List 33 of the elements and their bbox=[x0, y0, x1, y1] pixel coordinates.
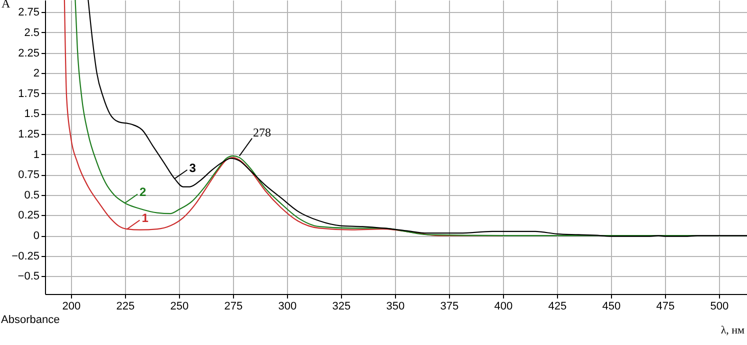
y-tick-label: 1 bbox=[33, 148, 40, 161]
y-tick-label: 1.25 bbox=[18, 128, 40, 141]
x-tick-label: 325 bbox=[332, 300, 351, 312]
legend-label: 2 bbox=[140, 185, 147, 200]
x-tick-label: 200 bbox=[62, 300, 81, 312]
x-tick-label: 250 bbox=[170, 300, 189, 312]
y-tick-label: 0 bbox=[33, 230, 40, 242]
x-axis-title: λ, нм bbox=[720, 324, 745, 336]
annotation: 278 bbox=[253, 125, 272, 140]
y-tick-label: −0.25 bbox=[12, 250, 40, 262]
y-tick-label: 0.75 bbox=[18, 169, 40, 182]
y-tick-label: 1.5 bbox=[24, 108, 40, 120]
x-tick-label: 425 bbox=[548, 300, 567, 312]
text: Absorbance bbox=[1, 314, 60, 326]
legend-label: 3 bbox=[189, 160, 196, 175]
x-tick-label: 375 bbox=[440, 300, 459, 312]
x-tick-label: 400 bbox=[494, 300, 513, 312]
x-tick-label: 475 bbox=[656, 300, 675, 312]
y-tick-label: 2 bbox=[33, 68, 40, 80]
y-tick-label: 2.5 bbox=[24, 26, 40, 39]
y-tick-label: 0.25 bbox=[18, 210, 40, 222]
y-tick-label: 1.75 bbox=[18, 88, 40, 100]
legend-label: 1 bbox=[142, 211, 149, 226]
x-tick-label: 350 bbox=[386, 300, 405, 312]
x-tick-label: 300 bbox=[278, 300, 297, 312]
y-tick-label: 2.75 bbox=[18, 6, 40, 19]
x-tick-label: 225 bbox=[116, 300, 135, 312]
x-tick-label: 275 bbox=[224, 300, 243, 312]
y-tick-label: 2.25 bbox=[18, 47, 40, 60]
y-tick-label: 0.5 bbox=[24, 189, 40, 202]
x-tick-label: 450 bbox=[602, 300, 621, 312]
x-tick-label: 500 bbox=[710, 300, 729, 312]
y-tick-label: −0.5 bbox=[18, 270, 40, 283]
